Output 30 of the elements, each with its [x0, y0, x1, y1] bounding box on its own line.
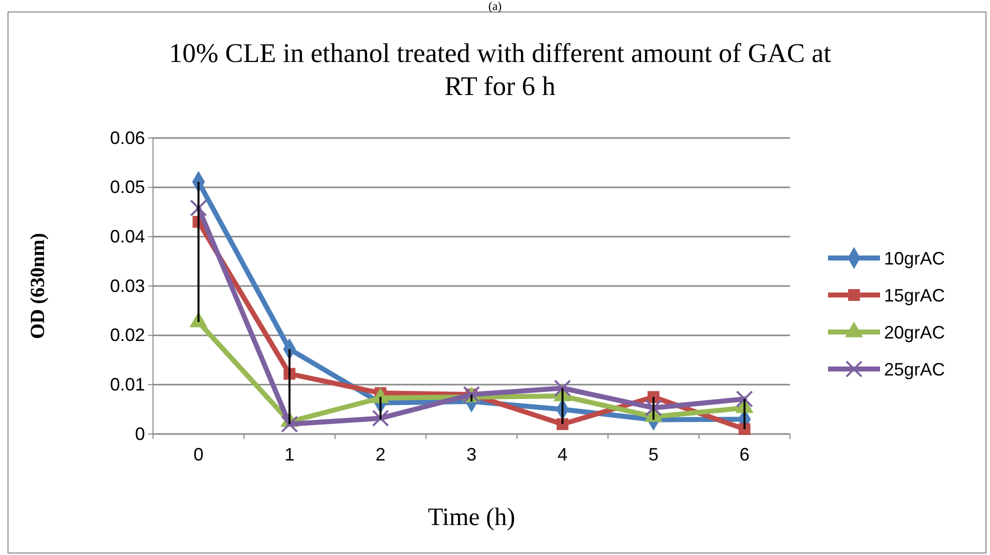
point	[556, 418, 568, 430]
x-tick-label: 2	[375, 444, 386, 464]
point	[280, 416, 298, 433]
point	[554, 380, 572, 397]
x-tick-label: 0	[193, 444, 204, 464]
y-tick-label: 0.04	[110, 226, 145, 246]
y-tick-label: 0.02	[110, 325, 145, 346]
y-tick-label: 0	[134, 424, 145, 444]
legend-label: 15grAC	[884, 285, 946, 306]
x-axis-title: Time (h)	[428, 504, 516, 531]
legend-label: 25grAC	[884, 359, 946, 380]
text: (a)	[488, 0, 502, 13]
point	[644, 399, 662, 416]
chart-title: 10% CLE in ethanol treated with different amount of GAC at RT for 6 h	[168, 38, 832, 101]
y-axis-title: OD (630nm)	[27, 232, 49, 340]
legend-label: 20grAC	[884, 322, 946, 342]
x-tick-label: 4	[557, 444, 568, 464]
y-tick-label: 0.01	[110, 374, 145, 394]
y-tick-label: 0.03	[110, 276, 145, 296]
x-tick-label: 5	[648, 444, 659, 464]
y-tick-label: 0.05	[110, 177, 145, 198]
x-tick-label: 6	[739, 444, 750, 464]
point	[736, 390, 754, 408]
point	[372, 410, 390, 427]
y-tick-label: 0.06	[110, 128, 145, 148]
point	[738, 423, 750, 435]
x-tick-label: 1	[284, 444, 295, 464]
point	[190, 200, 208, 217]
x-tick-label: 3	[466, 444, 477, 464]
legend-label: 10grAC	[884, 248, 946, 268]
